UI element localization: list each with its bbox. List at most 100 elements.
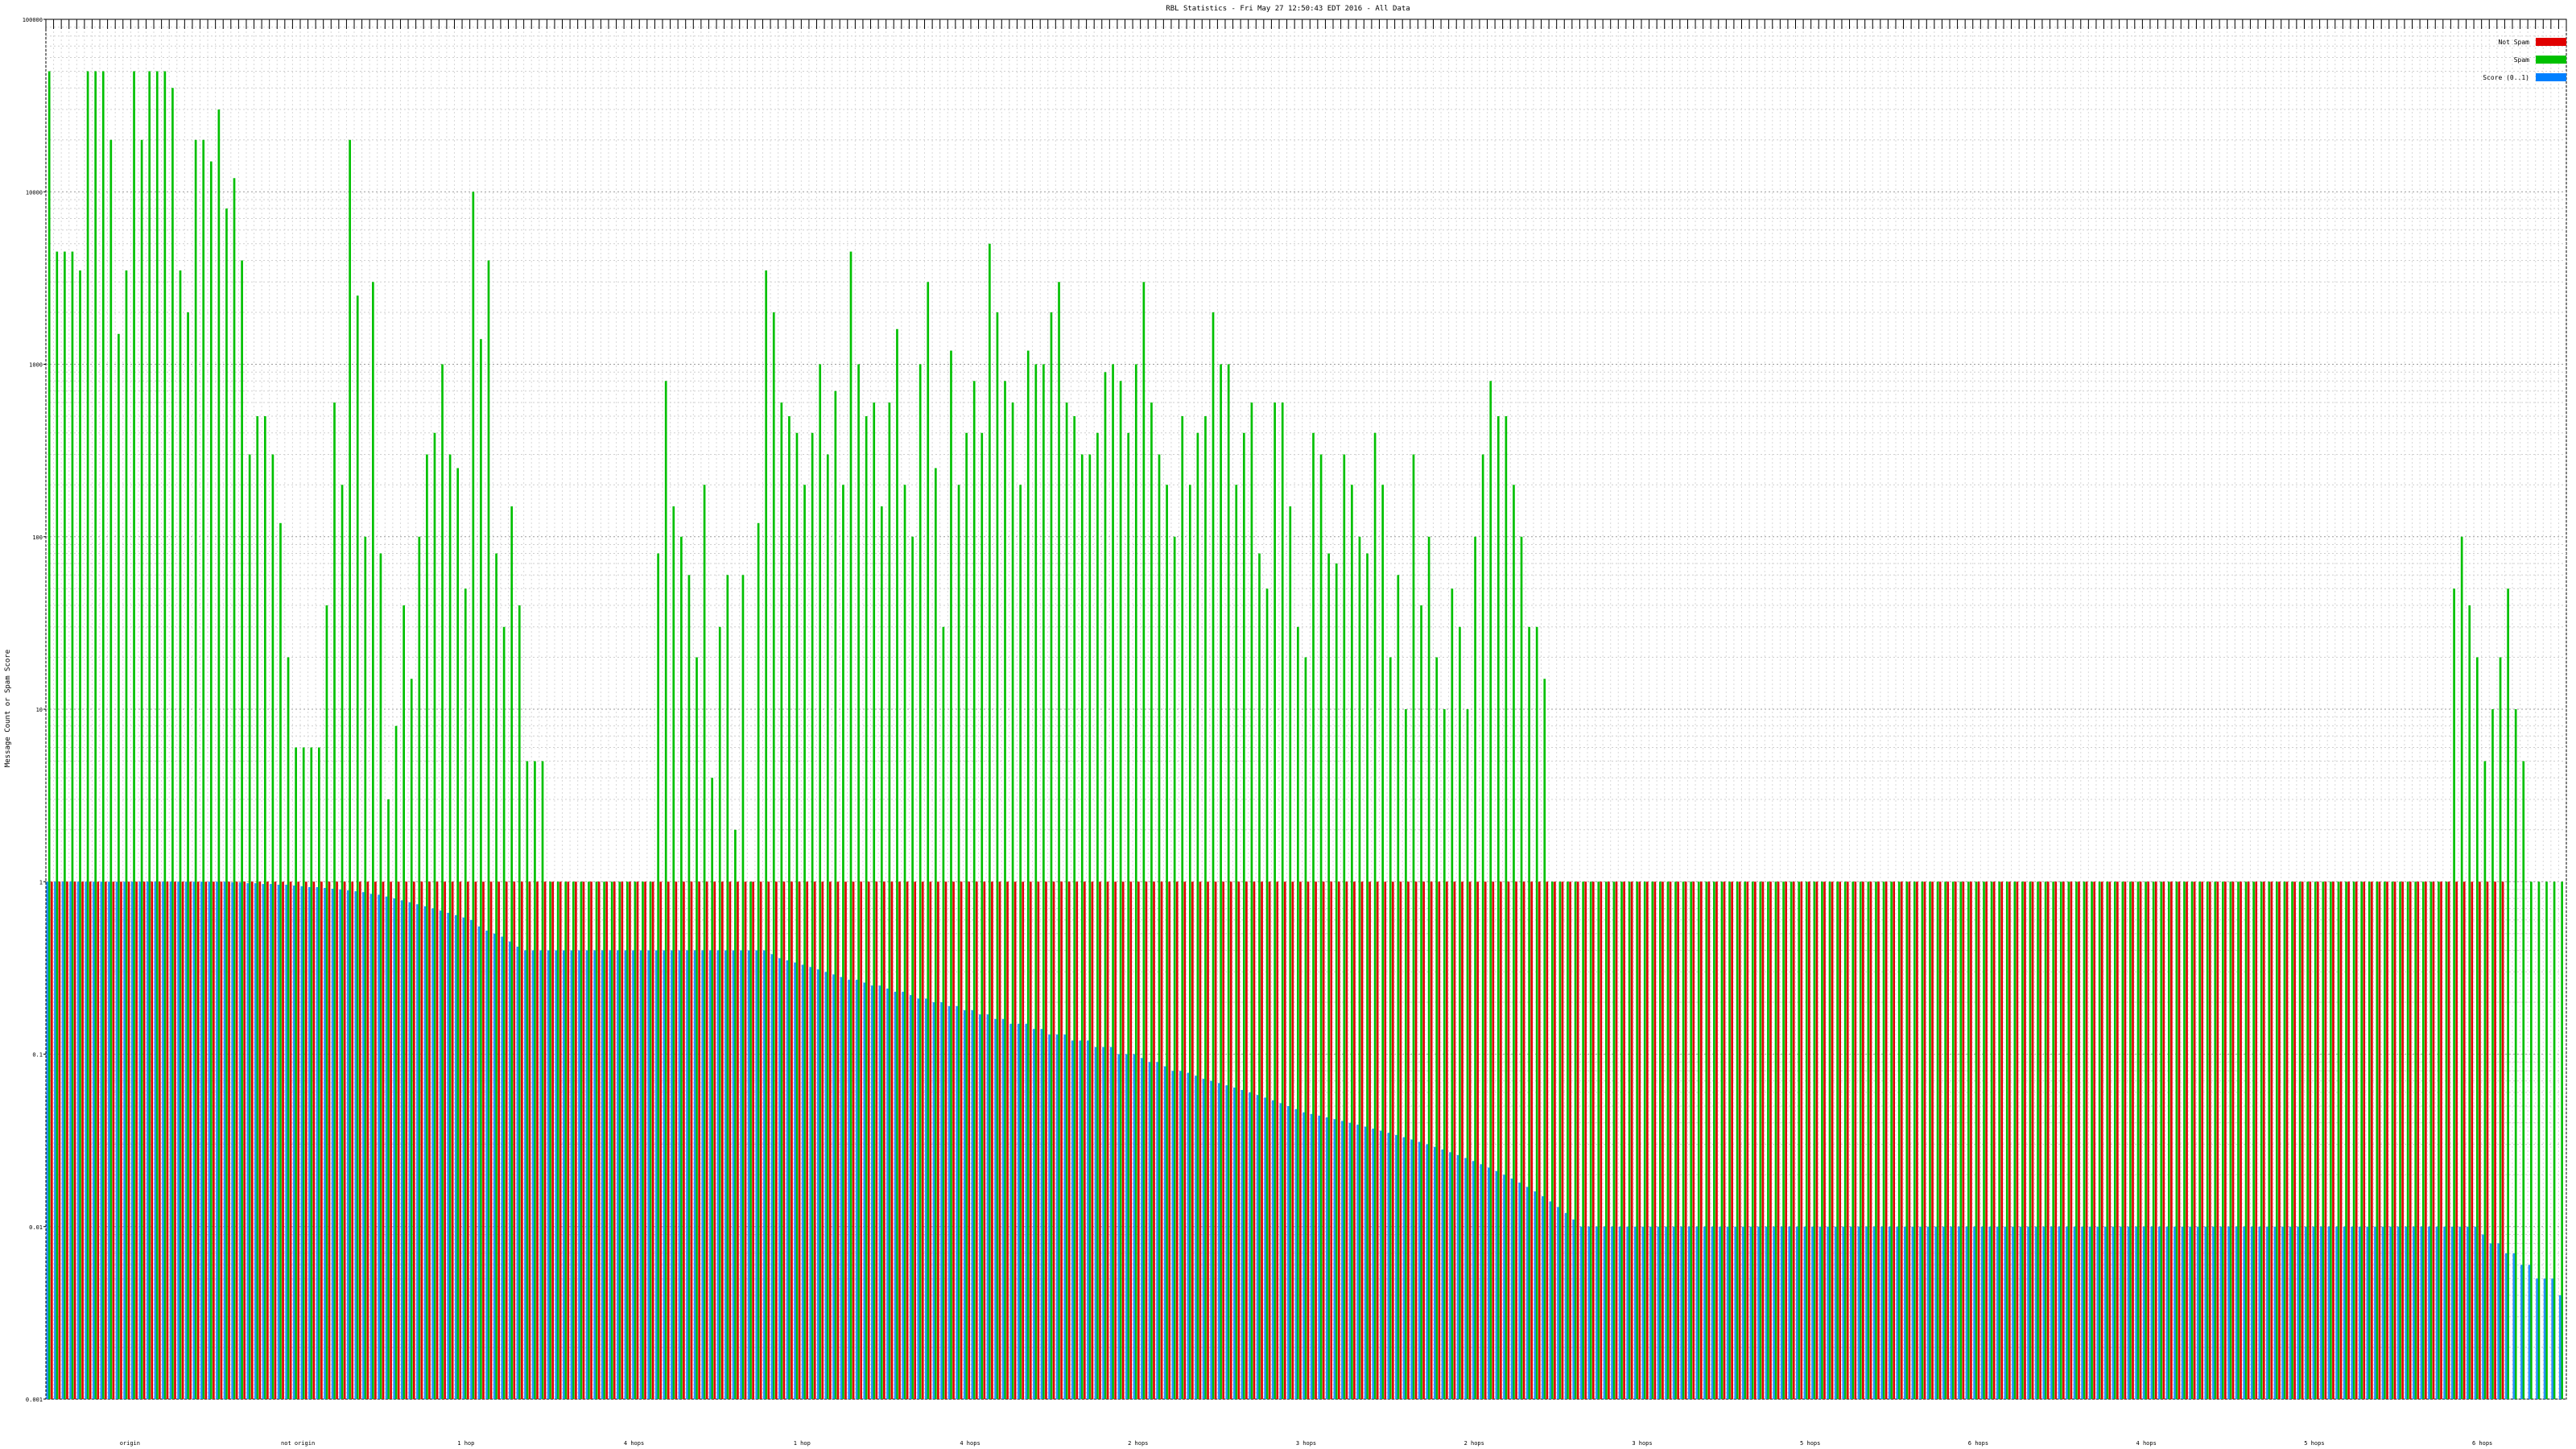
bar-not-spam (1862, 881, 1864, 1399)
bar-spam (140, 139, 143, 1400)
bar-spam (271, 454, 275, 1399)
bar-not-spam (2447, 881, 2450, 1399)
x-group-label: 5 hops (2304, 1440, 2324, 1447)
bar-score (431, 908, 434, 1399)
bar-spam (1843, 881, 1847, 1399)
bar-score (2520, 1265, 2523, 1399)
bar-score (1726, 1226, 1729, 1399)
bar-spam (1343, 454, 1346, 1399)
bar-not-spam (1368, 881, 1371, 1399)
bar-not-spam (274, 881, 277, 1399)
bar-spam (2136, 881, 2140, 1399)
bar-spam (1620, 881, 1623, 1399)
bar-not-spam (767, 881, 770, 1399)
bar-not-spam (289, 881, 292, 1399)
bar-score (1888, 1226, 1891, 1399)
bar-spam (118, 333, 120, 1399)
bar-spam (1397, 575, 1400, 1399)
bar-score (1426, 1144, 1429, 1399)
bar-score (1279, 1103, 1282, 1399)
bar-not-spam (2046, 881, 2050, 1399)
bar-not-spam (2332, 881, 2334, 1399)
bar-score (1233, 1088, 1236, 1399)
bar-spam (1188, 485, 1191, 1399)
x-group-label: 5 hops (1800, 1440, 1820, 1447)
bar-not-spam (713, 881, 716, 1399)
bar-score (1256, 1095, 1259, 1399)
bar-score (2482, 1234, 2484, 1399)
bar-not-spam (2008, 881, 2011, 1399)
bar-score (2266, 1226, 2268, 1399)
bar-not-spam (1391, 881, 1394, 1399)
bar-spam (2052, 881, 2055, 1399)
bar-score (1202, 1079, 1205, 1399)
bar-not-spam (2224, 881, 2227, 1399)
bar-score (2243, 1226, 2246, 1399)
bar-not-spam (1099, 881, 1101, 1399)
bar-not-spam (2432, 881, 2435, 1399)
bar-spam (71, 251, 74, 1400)
bar-spam (1496, 415, 1500, 1400)
bar-not-spam (1985, 881, 1988, 1399)
bar-score (1341, 1121, 1344, 1399)
bar-spam (842, 485, 844, 1399)
bar-not-spam (1083, 881, 1086, 1399)
bar-spam (233, 178, 236, 1400)
bar-not-spam (1291, 881, 1294, 1399)
bar-not-spam (2124, 881, 2127, 1399)
bar-not-spam (112, 881, 115, 1399)
bar-spam (155, 71, 159, 1399)
bar-spam (1705, 881, 1708, 1399)
bar-score (1210, 1080, 1212, 1399)
bar-score (1225, 1085, 1228, 1399)
bar-not-spam (1407, 881, 1410, 1399)
bar-score (1587, 1226, 1591, 1399)
bar-not-spam (397, 881, 400, 1399)
bar-spam (996, 312, 999, 1399)
bar-spam (1088, 454, 1092, 1399)
bar-not-spam (1500, 881, 1502, 1399)
bar-score (2174, 1226, 2176, 1399)
bar-spam (2206, 881, 2209, 1399)
bar-spam (1643, 881, 1646, 1399)
bar-score (2158, 1226, 2161, 1399)
bar-score (2058, 1226, 2061, 1399)
bar-spam (2160, 881, 2163, 1399)
bar-not-spam (2139, 881, 2142, 1399)
bar-not-spam (975, 881, 978, 1399)
bar-spam (1767, 881, 1769, 1399)
bar-not-spam (459, 881, 462, 1399)
bar-not-spam (2016, 881, 2019, 1399)
bar-not-spam (351, 881, 354, 1399)
bar-spam (618, 881, 621, 1399)
bar-not-spam (2409, 881, 2412, 1399)
bar-not-spam (1237, 881, 1241, 1399)
bar-spam (418, 536, 421, 1399)
bar-not-spam (89, 881, 92, 1399)
bar-not-spam (66, 881, 68, 1399)
bar-not-spam (821, 881, 824, 1399)
bar-score (1087, 1040, 1089, 1399)
bar-spam (94, 71, 97, 1399)
bar-not-spam (774, 881, 778, 1399)
bar-score (1904, 1226, 1906, 1399)
bar-spam (2360, 881, 2363, 1399)
bar-score (339, 890, 342, 1399)
bar-spam (2491, 709, 2494, 1399)
bar-score (1633, 1226, 1637, 1399)
bar-not-spam (97, 881, 100, 1399)
bar-score (1803, 1226, 1806, 1399)
x-group-label: 6 hops (1968, 1440, 1988, 1447)
bar-spam (2514, 709, 2517, 1399)
bar-score (2219, 1226, 2223, 1399)
bar-spam (1242, 432, 1245, 1399)
bar-score (61, 881, 64, 1399)
bar-score (678, 950, 681, 1399)
bar-score (1364, 1126, 1367, 1399)
bar-not-spam (1353, 881, 1356, 1399)
bar-not-spam (142, 881, 146, 1399)
bar-not-spam (2378, 881, 2381, 1399)
bar-score (115, 881, 118, 1399)
bar-spam (1173, 536, 1176, 1399)
bar-not-spam (2471, 881, 2474, 1399)
